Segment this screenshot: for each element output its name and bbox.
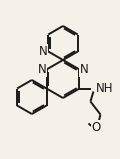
Text: NH: NH	[95, 82, 113, 95]
Text: O: O	[92, 121, 101, 134]
Text: N: N	[39, 45, 47, 58]
Text: N: N	[38, 63, 47, 76]
Text: N: N	[79, 63, 88, 76]
